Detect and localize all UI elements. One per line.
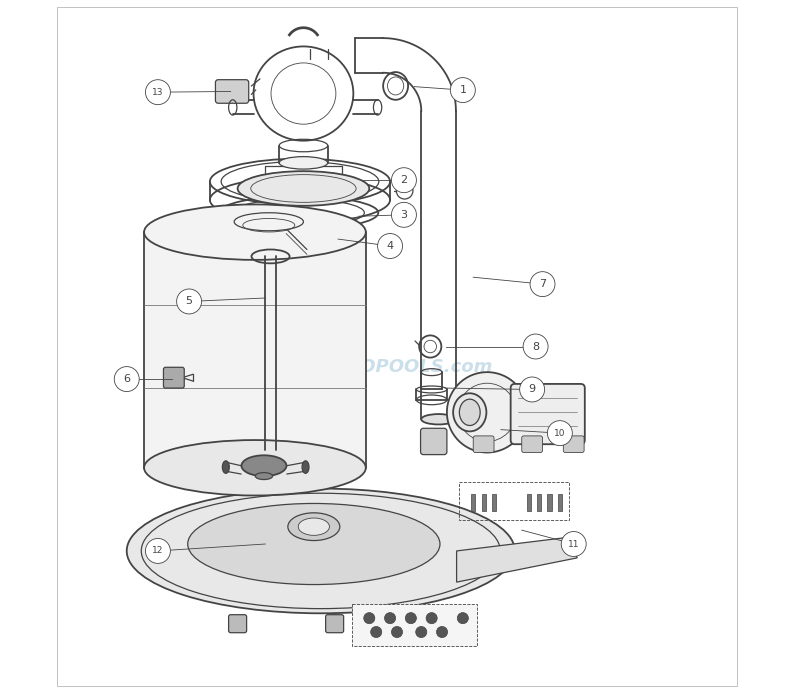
Bar (557, 494, 562, 511)
Ellipse shape (144, 204, 366, 260)
Text: 4: 4 (387, 241, 394, 251)
FancyBboxPatch shape (563, 436, 584, 453)
Circle shape (391, 168, 416, 193)
Bar (471, 494, 476, 511)
Text: 10: 10 (554, 429, 565, 437)
Ellipse shape (234, 213, 303, 231)
Circle shape (437, 626, 448, 638)
FancyBboxPatch shape (511, 384, 585, 444)
FancyBboxPatch shape (421, 428, 447, 455)
Text: 9: 9 (529, 385, 536, 394)
Circle shape (530, 272, 555, 297)
Circle shape (426, 613, 437, 624)
Ellipse shape (422, 414, 456, 424)
Polygon shape (457, 537, 577, 582)
Text: 7: 7 (539, 279, 546, 289)
Ellipse shape (237, 171, 369, 206)
Circle shape (391, 202, 416, 227)
Ellipse shape (460, 399, 480, 426)
Polygon shape (352, 604, 476, 646)
Circle shape (547, 421, 572, 446)
Circle shape (364, 613, 375, 624)
Circle shape (447, 372, 527, 453)
FancyBboxPatch shape (422, 615, 441, 633)
Text: 8: 8 (532, 342, 539, 351)
Text: 3: 3 (400, 210, 407, 220)
Text: 2: 2 (400, 175, 407, 185)
Bar (547, 494, 552, 511)
Circle shape (457, 613, 468, 624)
Ellipse shape (256, 473, 272, 480)
Circle shape (561, 532, 586, 556)
Circle shape (176, 289, 202, 314)
Circle shape (145, 80, 171, 105)
Ellipse shape (279, 157, 328, 169)
Text: 5: 5 (186, 297, 193, 306)
FancyBboxPatch shape (522, 436, 542, 453)
Circle shape (450, 78, 476, 103)
Ellipse shape (222, 461, 229, 473)
Circle shape (405, 613, 416, 624)
Bar (492, 494, 496, 511)
Circle shape (519, 377, 545, 402)
Circle shape (378, 234, 403, 258)
Bar (144, 232, 366, 468)
Bar (526, 494, 530, 511)
FancyBboxPatch shape (326, 615, 344, 633)
Circle shape (416, 626, 427, 638)
Text: 13: 13 (152, 88, 164, 96)
Ellipse shape (144, 440, 366, 495)
Text: inTOPOOLS.com: inTOPOOLS.com (330, 358, 492, 376)
Circle shape (523, 334, 548, 359)
Circle shape (384, 613, 395, 624)
FancyBboxPatch shape (215, 80, 249, 103)
Ellipse shape (302, 461, 309, 473)
Text: 12: 12 (152, 547, 164, 555)
Circle shape (391, 626, 403, 638)
Ellipse shape (241, 455, 287, 476)
Circle shape (114, 367, 139, 392)
Ellipse shape (127, 489, 515, 613)
Text: 1: 1 (460, 85, 466, 95)
Ellipse shape (187, 503, 440, 584)
Ellipse shape (299, 518, 330, 535)
Circle shape (371, 626, 382, 638)
Bar (481, 494, 486, 511)
FancyBboxPatch shape (473, 436, 494, 453)
Circle shape (145, 538, 171, 563)
Text: 6: 6 (123, 374, 130, 384)
Ellipse shape (453, 393, 487, 431)
FancyBboxPatch shape (164, 367, 184, 388)
Text: 11: 11 (568, 540, 580, 548)
Bar (537, 494, 542, 511)
FancyBboxPatch shape (229, 615, 247, 633)
Ellipse shape (288, 513, 340, 541)
